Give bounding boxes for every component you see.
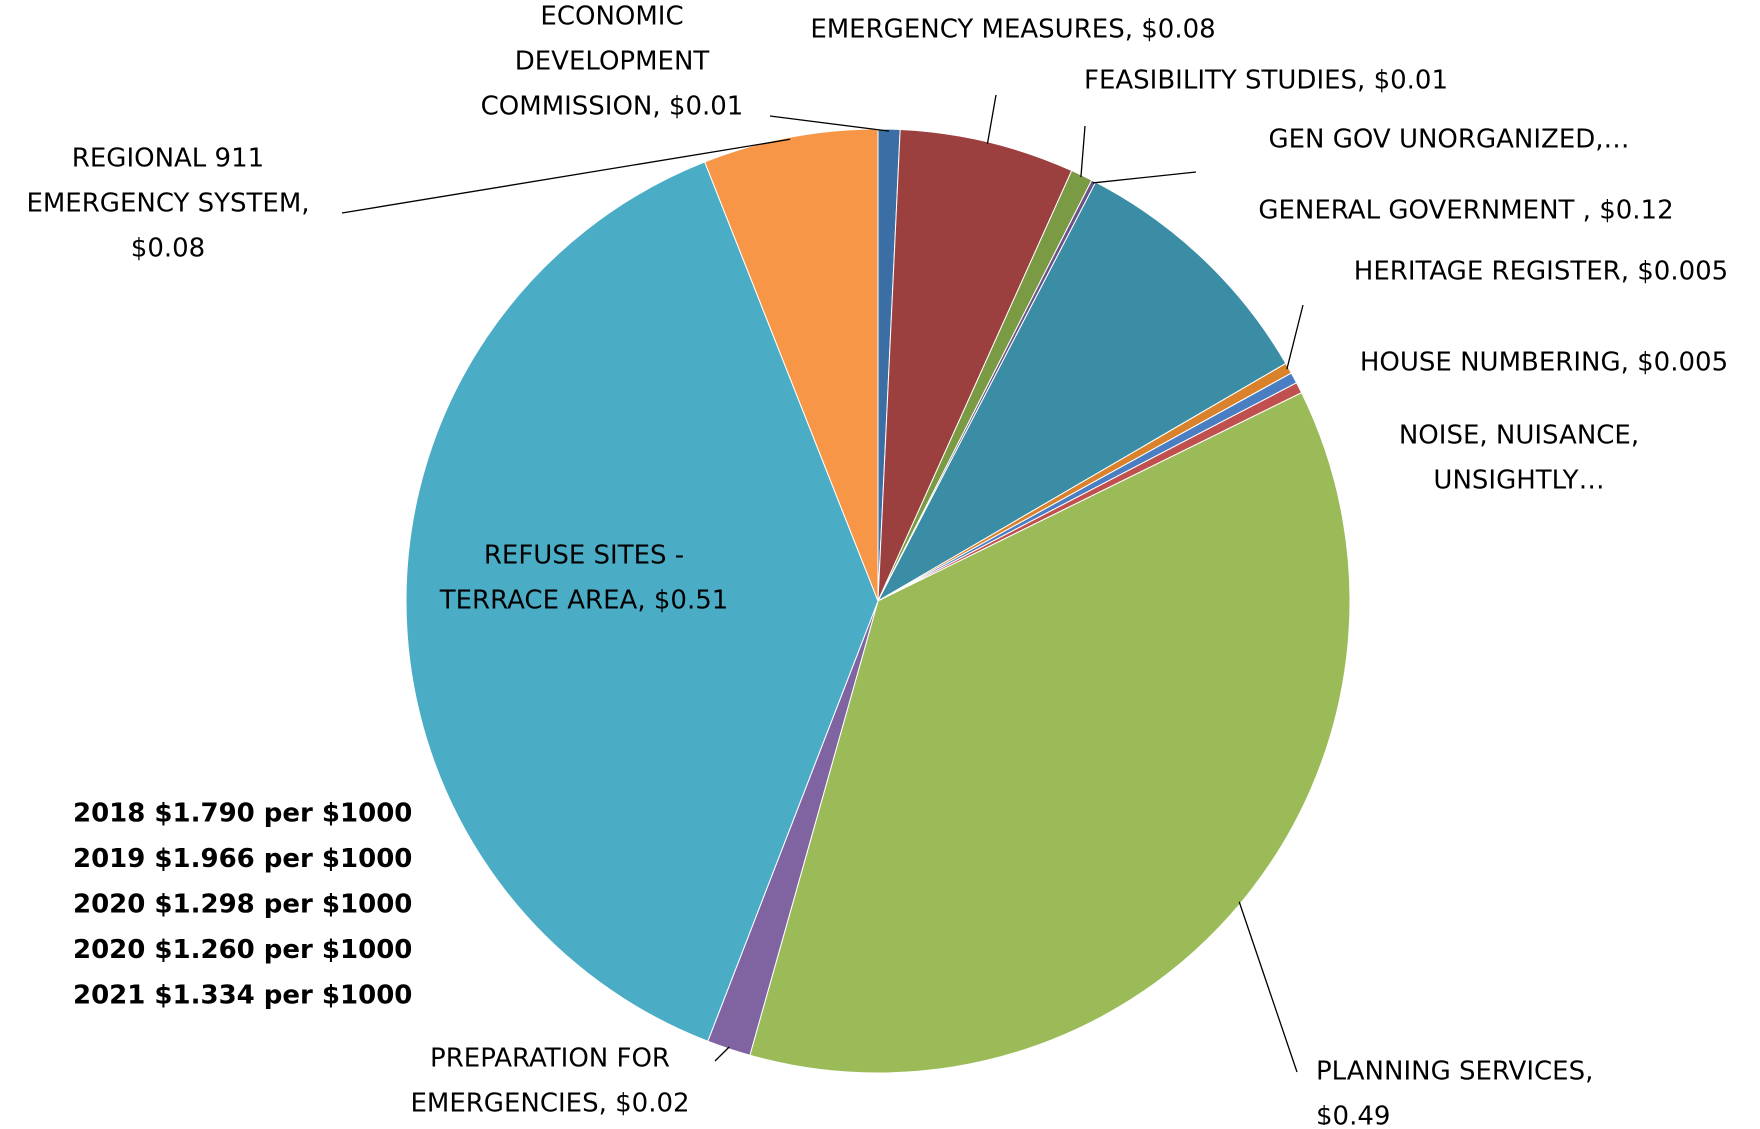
- pie-slice: [876, 181, 1287, 603]
- annotation: 2020 $1.260 per $1000: [73, 935, 412, 965]
- slice-label: DEVELOPMENT: [515, 47, 710, 77]
- annotation: 2020 $1.298 per $1000: [73, 890, 412, 920]
- slice-label: EMERGENCY MEASURES, $0.08: [810, 15, 1215, 45]
- slice-label: GENERAL GOVERNMENT , $0.12: [1258, 196, 1673, 226]
- slice-label: EMERGENCY SYSTEM,: [26, 189, 309, 219]
- slice-label: HERITAGE REGISTER, $0.005: [1354, 257, 1728, 287]
- slice-label: NOISE, NUISANCE,: [1399, 421, 1639, 451]
- leader-line: [1286, 304, 1304, 370]
- slice-label: COMMISSION, $0.01: [481, 92, 744, 122]
- pie-slice: [749, 392, 1351, 1074]
- slice-label: PREPARATION FOR: [430, 1044, 670, 1074]
- slice-label: $0.08: [131, 234, 205, 264]
- slice-label: HOUSE NUMBERING, $0.005: [1360, 348, 1728, 378]
- leader-line: [714, 1046, 730, 1062]
- slice-label: REFUSE SITES -: [484, 541, 684, 571]
- annotation: 2019 $1.966 per $1000: [73, 844, 412, 874]
- leader-line: [769, 115, 890, 132]
- slice-label: ECONOMIC: [540, 2, 683, 32]
- leader-line: [1080, 125, 1086, 178]
- slice-label: $0.49: [1316, 1102, 1390, 1126]
- leader-line: [986, 94, 997, 145]
- leader-line: [1092, 171, 1197, 184]
- slice-label: GEN GOV UNORGANIZED,…: [1268, 125, 1629, 155]
- slice-label: UNSIGHTLY…: [1433, 466, 1604, 496]
- slice-label: REGIONAL 911: [72, 144, 264, 174]
- slice-label: PLANNING SERVICES,: [1316, 1057, 1593, 1087]
- slice-label: EMERGENCIES, $0.02: [410, 1089, 689, 1119]
- annotation: 2018 $1.790 per $1000: [73, 799, 412, 829]
- leader-line: [1238, 901, 1298, 1073]
- slice-label: FEASIBILITY STUDIES, $0.01: [1084, 66, 1448, 96]
- annotation: 2021 $1.334 per $1000: [73, 981, 412, 1011]
- pie-slice: [405, 161, 879, 1042]
- slice-label: TERRACE AREA, $0.51: [439, 586, 729, 616]
- leader-line: [341, 138, 791, 214]
